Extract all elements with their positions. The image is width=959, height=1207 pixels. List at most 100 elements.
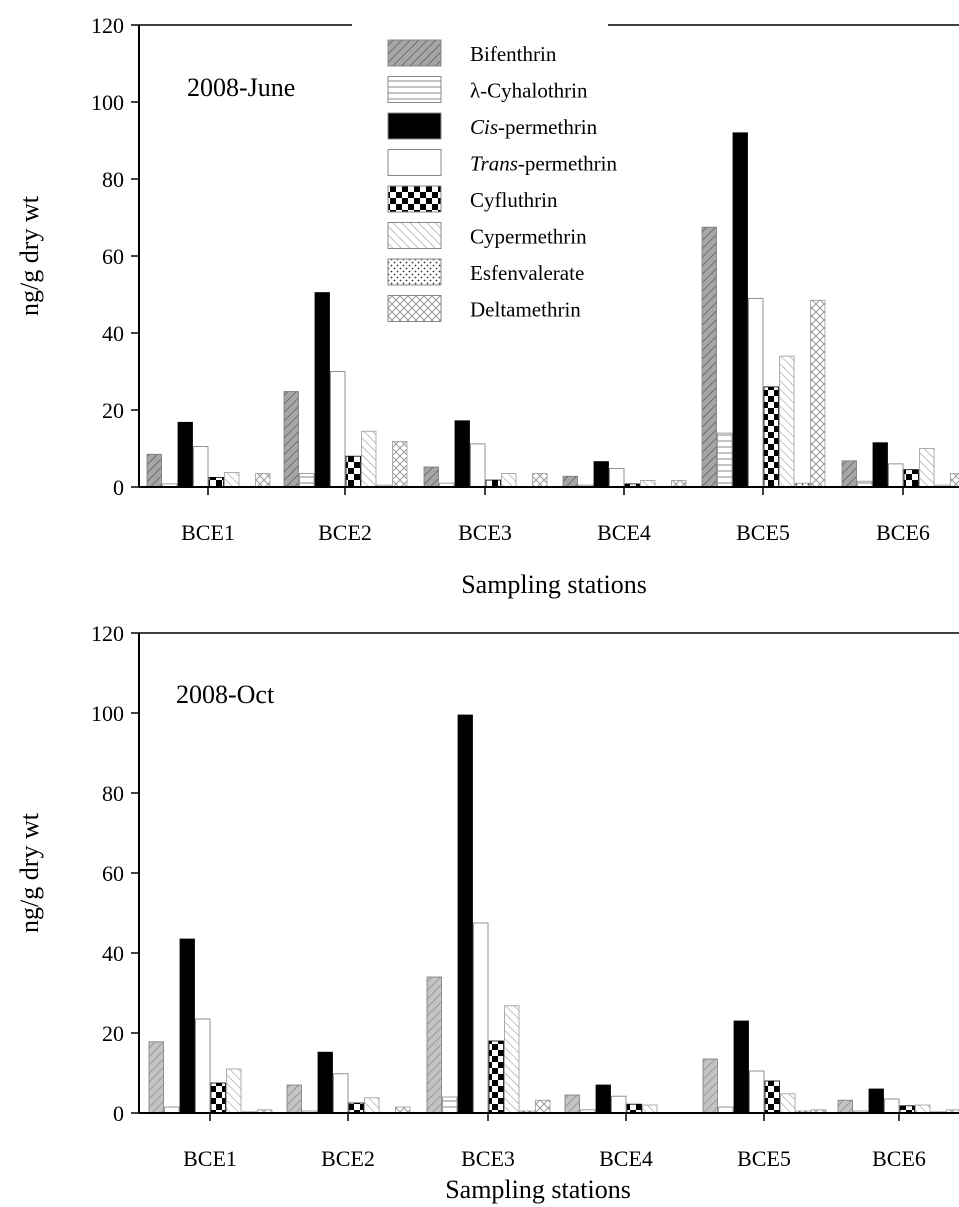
bar-trans-permethrin-bce6 bbox=[884, 1098, 900, 1114]
x-category-label: BCE3 bbox=[458, 520, 512, 545]
bar-cyfluthrin-bce1 bbox=[210, 1082, 226, 1114]
x-category-label: BCE4 bbox=[597, 520, 651, 545]
bar-bifenthrin-bce4 bbox=[562, 475, 578, 488]
bar-bifenthrin-bce6 bbox=[837, 1099, 853, 1114]
bar-cis-permethrin-bce3 bbox=[454, 420, 470, 488]
bar-trans-permethrin-bce2 bbox=[330, 371, 346, 488]
x-category-label: BCE6 bbox=[872, 1146, 926, 1171]
bar-cis-permethrin-bce2 bbox=[314, 292, 330, 488]
x-category-label: BCE1 bbox=[181, 520, 235, 545]
bar-cyfluthrin-bce6 bbox=[903, 469, 919, 488]
y-tick-label: 80 bbox=[102, 167, 124, 192]
x-category-label: BCE3 bbox=[461, 1146, 515, 1171]
bar-cis-permethrin-bce5 bbox=[733, 1020, 749, 1114]
y-ticks-oct: 0 20 40 60 80 100 120 bbox=[91, 621, 139, 1126]
bar-deltamethrin-bce1 bbox=[255, 473, 271, 488]
legend-label: Cyfluthrin bbox=[470, 188, 558, 212]
y-tick-label: 60 bbox=[102, 244, 124, 269]
legend-label: Bifenthrin bbox=[470, 42, 557, 66]
y-axis-title: ng/g dry wt bbox=[15, 812, 44, 933]
bar-bifenthrin-bce1 bbox=[148, 1041, 164, 1114]
bar-bifenthrin-bce5 bbox=[701, 226, 717, 488]
legend-item-bif: Bifenthrin bbox=[387, 39, 557, 67]
bar-deltamethrin-bce6 bbox=[950, 473, 959, 488]
legend-swatch bbox=[387, 222, 442, 249]
bar-trans-permethrin-bce1 bbox=[195, 1018, 211, 1114]
x-category-label: BCE5 bbox=[737, 1146, 791, 1171]
y-tick-label: 120 bbox=[91, 621, 124, 646]
bar--cyhalothrin-bce5 bbox=[717, 432, 733, 488]
bar-cis-permethrin-bce5 bbox=[732, 132, 748, 488]
legend-swatch bbox=[387, 39, 442, 67]
y-tick-label: 120 bbox=[91, 13, 124, 38]
bar-cypermethrin-bce3 bbox=[504, 1005, 520, 1114]
legend-item-cyf: Cyfluthrin bbox=[387, 185, 558, 213]
bar-deltamethrin-bce5 bbox=[810, 299, 826, 488]
bar-cypermethrin-bce1 bbox=[226, 1068, 242, 1114]
legend-label: Cypermethrin bbox=[470, 225, 587, 249]
bar-cis-permethrin-bce1 bbox=[179, 938, 195, 1114]
bar-bifenthrin-bce3 bbox=[426, 976, 442, 1114]
y-tick-label: 20 bbox=[102, 398, 124, 423]
legend-item-esf: Esfenvalerate bbox=[387, 258, 584, 286]
x-axis-title: Sampling stations bbox=[461, 570, 647, 599]
x-axis-title: Sampling stations bbox=[445, 1175, 631, 1204]
legend-label: Esfenvalerate bbox=[470, 261, 584, 285]
y-tick-label: 100 bbox=[91, 90, 124, 115]
bar-trans-permethrin-bce5 bbox=[748, 297, 764, 488]
bar-bifenthrin-bce2 bbox=[286, 1084, 302, 1114]
bar-cyfluthrin-bce1 bbox=[208, 476, 224, 488]
x-category-label: BCE2 bbox=[321, 1146, 375, 1171]
bar-cypermethrin-bce5 bbox=[780, 1093, 796, 1114]
legend-swatch bbox=[387, 112, 442, 140]
bar-cypermethrin-bce6 bbox=[919, 448, 935, 488]
bar-cyfluthrin-bce2 bbox=[348, 1102, 364, 1114]
y-tick-label: 0 bbox=[113, 475, 124, 500]
bar-bifenthrin-bce2 bbox=[283, 391, 299, 488]
y-ticks-june: 0 20 40 60 80 100 120 bbox=[91, 13, 139, 500]
bar-cyfluthrin-bce3 bbox=[485, 479, 501, 488]
legend-item-lam: λ-Cyhalothrin bbox=[387, 76, 588, 103]
bar-deltamethrin-bce3 bbox=[532, 473, 548, 488]
bar-trans-permethrin-bce4 bbox=[611, 1095, 627, 1114]
plot-area-oct bbox=[148, 714, 959, 1114]
legend-label: λ-Cyhalothrin bbox=[470, 79, 588, 103]
bar-cyfluthrin-bce5 bbox=[764, 1080, 780, 1114]
bar-cypermethrin-bce2 bbox=[361, 430, 377, 488]
bar-bifenthrin-bce4 bbox=[564, 1094, 580, 1114]
x-categories-oct: BCE1 BCE2 BCE3 BCE4 BCE5 BCE6 bbox=[183, 1113, 926, 1171]
x-category-label: BCE2 bbox=[318, 520, 372, 545]
bar-deltamethrin-bce2 bbox=[392, 441, 408, 488]
y-tick-label: 0 bbox=[113, 1101, 124, 1126]
legend-item-del: Deltamethrin bbox=[387, 295, 581, 322]
legend-item-cyp: Cypermethrin bbox=[387, 222, 587, 249]
legend-item-cis: Cis-permethrin bbox=[387, 112, 598, 140]
bar-cypermethrin-bce5 bbox=[779, 355, 795, 488]
legend-swatch bbox=[387, 149, 442, 176]
bar-trans-permethrin-bce3 bbox=[473, 922, 489, 1114]
bar-bifenthrin-bce1 bbox=[146, 453, 162, 488]
legend-swatch bbox=[387, 185, 442, 213]
bar-trans-permethrin-bce2 bbox=[333, 1073, 349, 1114]
legend: Bifenthrin λ-Cyhalothrin Cis-permethrin Tra… bbox=[387, 39, 617, 322]
bar--cyhalothrin-bce2 bbox=[299, 473, 315, 488]
bar-cyfluthrin-bce4 bbox=[626, 1103, 642, 1114]
bar-cis-permethrin-bce2 bbox=[317, 1051, 333, 1114]
y-tick-label: 60 bbox=[102, 861, 124, 886]
panel-label: 2008-Oct bbox=[176, 680, 275, 709]
legend-swatch bbox=[387, 295, 442, 322]
legend-swatch bbox=[387, 258, 442, 286]
bar-deltamethrin-bce3 bbox=[535, 1099, 551, 1114]
bar-trans-permethrin-bce3 bbox=[470, 443, 486, 488]
bar-cypermethrin-bce4 bbox=[642, 1104, 658, 1114]
bar-trans-permethrin-bce6 bbox=[888, 463, 904, 488]
bar-cypermethrin-bce1 bbox=[224, 471, 240, 488]
chart-panel-june: 0 20 40 60 80 100 120 BCE1 BCE2 BCE3 BCE4 BCE5 BCE6… bbox=[15, 13, 959, 599]
y-tick-label: 40 bbox=[102, 321, 124, 346]
x-category-label: BCE4 bbox=[599, 1146, 653, 1171]
x-category-label: BCE1 bbox=[183, 1146, 237, 1171]
y-tick-label: 80 bbox=[102, 781, 124, 806]
bar-trans-permethrin-bce4 bbox=[609, 468, 625, 488]
plot-area-june bbox=[146, 132, 959, 488]
bar-cyfluthrin-bce6 bbox=[899, 1105, 915, 1114]
